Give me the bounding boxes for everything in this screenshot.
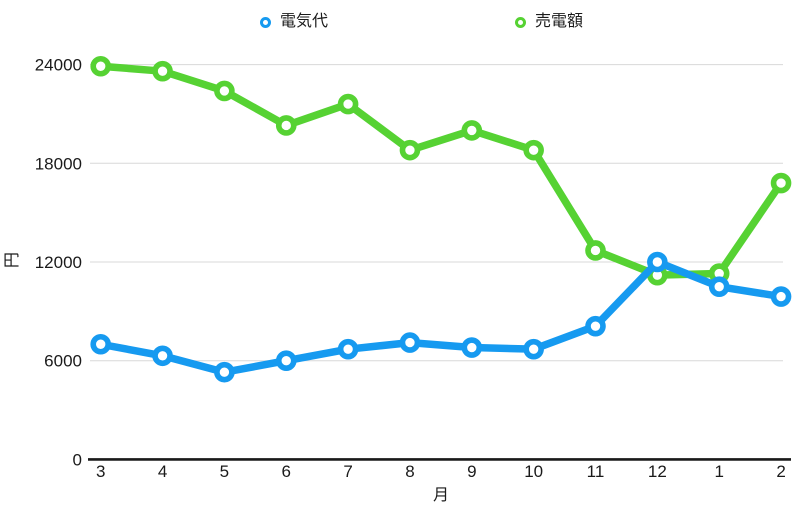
data-point-series-0 (90, 333, 111, 355)
y-tick-label: 6000 (44, 352, 82, 371)
y-tick-label: 0 (73, 450, 82, 469)
x-tick-label: 3 (96, 462, 105, 481)
x-tick-label: 2 (776, 462, 785, 481)
x-tick-label: 4 (158, 462, 167, 481)
legend-item-power-sale-amount: 売電額 (515, 12, 583, 32)
x-axis-title: 月 (433, 487, 449, 504)
data-point-series-0 (461, 337, 483, 358)
data-point-series-1 (585, 240, 606, 261)
x-tick-label: 11 (587, 462, 605, 481)
data-point-series-0 (647, 251, 668, 273)
data-point-series-1 (523, 139, 544, 161)
x-tick-label: 7 (343, 462, 352, 481)
data-point-series-1 (275, 115, 297, 136)
data-point-series-0 (152, 345, 173, 367)
x-tick-label: 6 (282, 462, 291, 481)
y-tick-label: 24000 (35, 56, 82, 75)
data-point-series-1 (461, 120, 483, 141)
legend-item-electricity-cost: 電気代 (260, 12, 328, 32)
x-tick-label: 10 (524, 462, 543, 481)
data-point-series-0 (708, 276, 730, 297)
data-point-series-0 (523, 338, 544, 360)
data-point-series-1 (399, 139, 421, 161)
data-point-series-1 (214, 80, 235, 102)
data-point-series-0 (337, 338, 359, 360)
x-tick-label: 9 (467, 462, 476, 481)
data-point-series-0 (214, 361, 235, 383)
series-line-1 (96, 62, 785, 279)
data-point-series-0 (770, 286, 792, 307)
data-point-series-0 (585, 315, 606, 337)
series-0-marker-icon (260, 16, 271, 28)
x-tick-label: 8 (405, 462, 414, 481)
x-tick-label: 1 (714, 462, 723, 481)
y-tick-label: 18000 (35, 154, 82, 173)
y-tick-label: 12000 (35, 253, 82, 272)
legend-label-power-sale-amount: 売電額 (535, 13, 584, 30)
x-tick-label: 12 (648, 462, 667, 481)
series-line-0 (96, 258, 785, 376)
x-tick-label: 5 (220, 462, 229, 481)
data-point-series-1 (90, 55, 111, 77)
data-point-series-0 (399, 332, 421, 353)
y-axis-title: 円 (4, 252, 21, 268)
data-point-series-0 (275, 350, 297, 372)
data-point-series-1 (770, 172, 792, 194)
series-1-marker-icon (515, 16, 526, 28)
data-point-series-1 (152, 60, 173, 82)
data-point-series-1 (337, 93, 359, 115)
legend-label-electricity-cost: 電気代 (280, 13, 329, 30)
